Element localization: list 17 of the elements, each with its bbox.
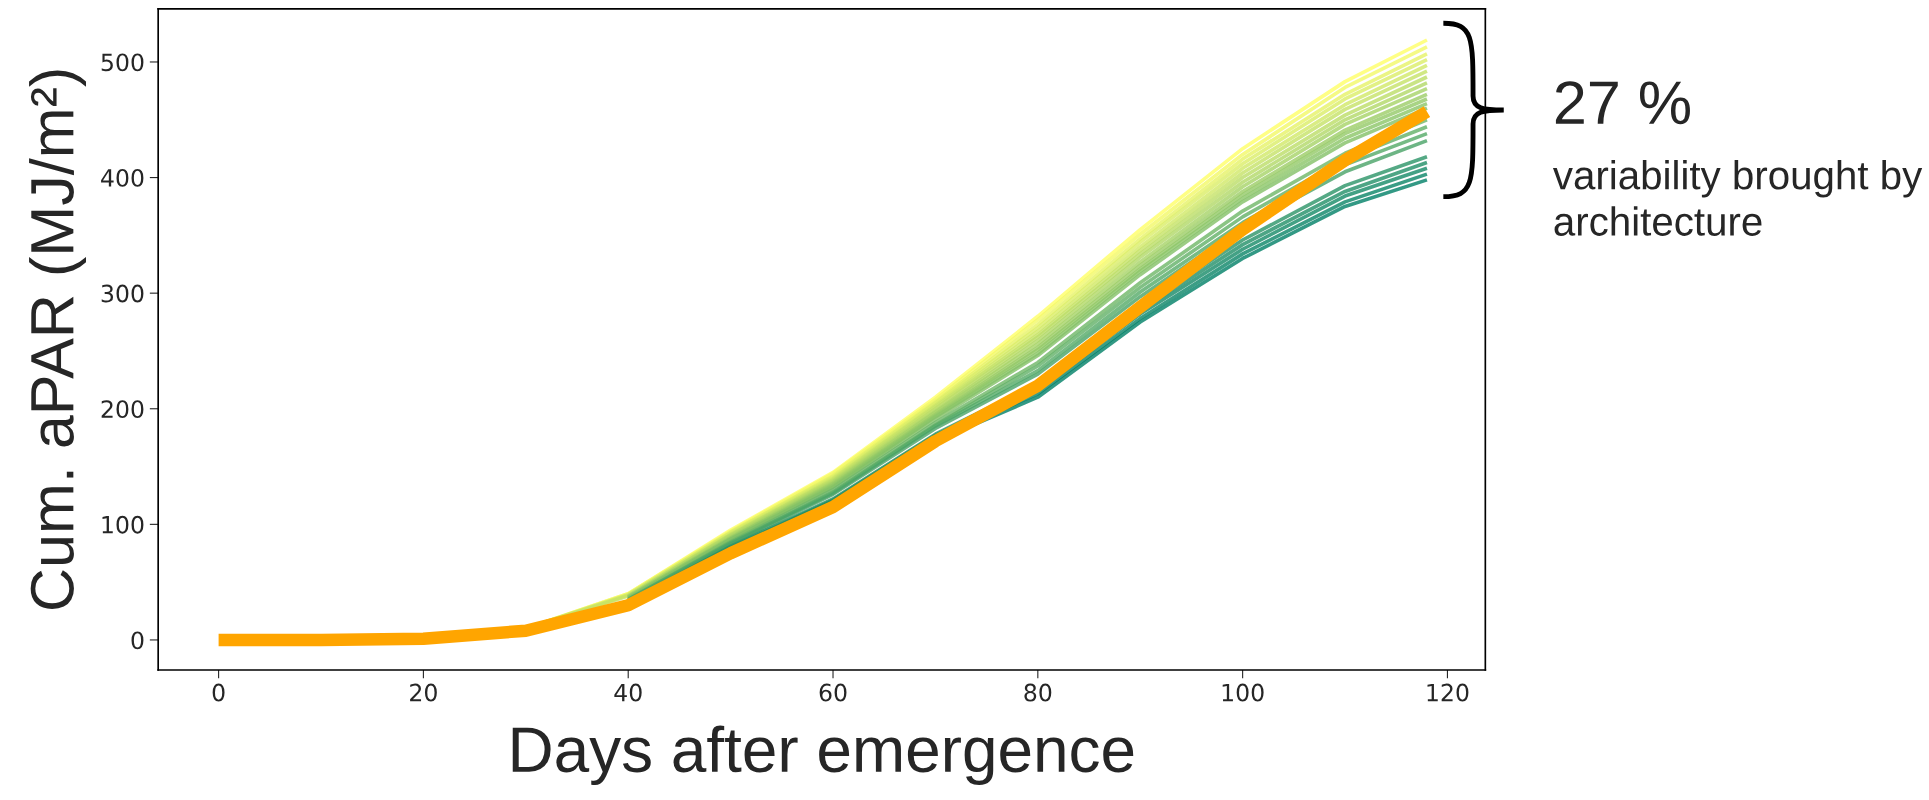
y-tick-label: 200	[101, 400, 144, 419]
x-tick-label: 20	[410, 683, 437, 702]
y-tick-label: 300	[101, 284, 144, 303]
x-tick-label: 100	[1222, 683, 1264, 702]
y-tick-label: 500	[101, 53, 144, 72]
x-tick-label: 0	[212, 683, 225, 702]
x-tick-label: 60	[819, 683, 847, 702]
text: variability brought by architecture	[1552, 160, 1923, 236]
y-tick-label: 400	[101, 169, 144, 187]
y-tick-label: 100	[102, 515, 144, 534]
text: 27 %	[1555, 81, 1690, 125]
y-tick-label: 0	[131, 631, 144, 650]
x-tick-label: 120	[1427, 683, 1469, 702]
x-axis-title: Days after emergence	[512, 725, 1134, 786]
x-tick-label: 80	[1024, 683, 1052, 702]
y-axis-title: Cum. aPAR (MJ/m²)	[29, 70, 86, 610]
x-tick-label: 40	[614, 683, 642, 702]
